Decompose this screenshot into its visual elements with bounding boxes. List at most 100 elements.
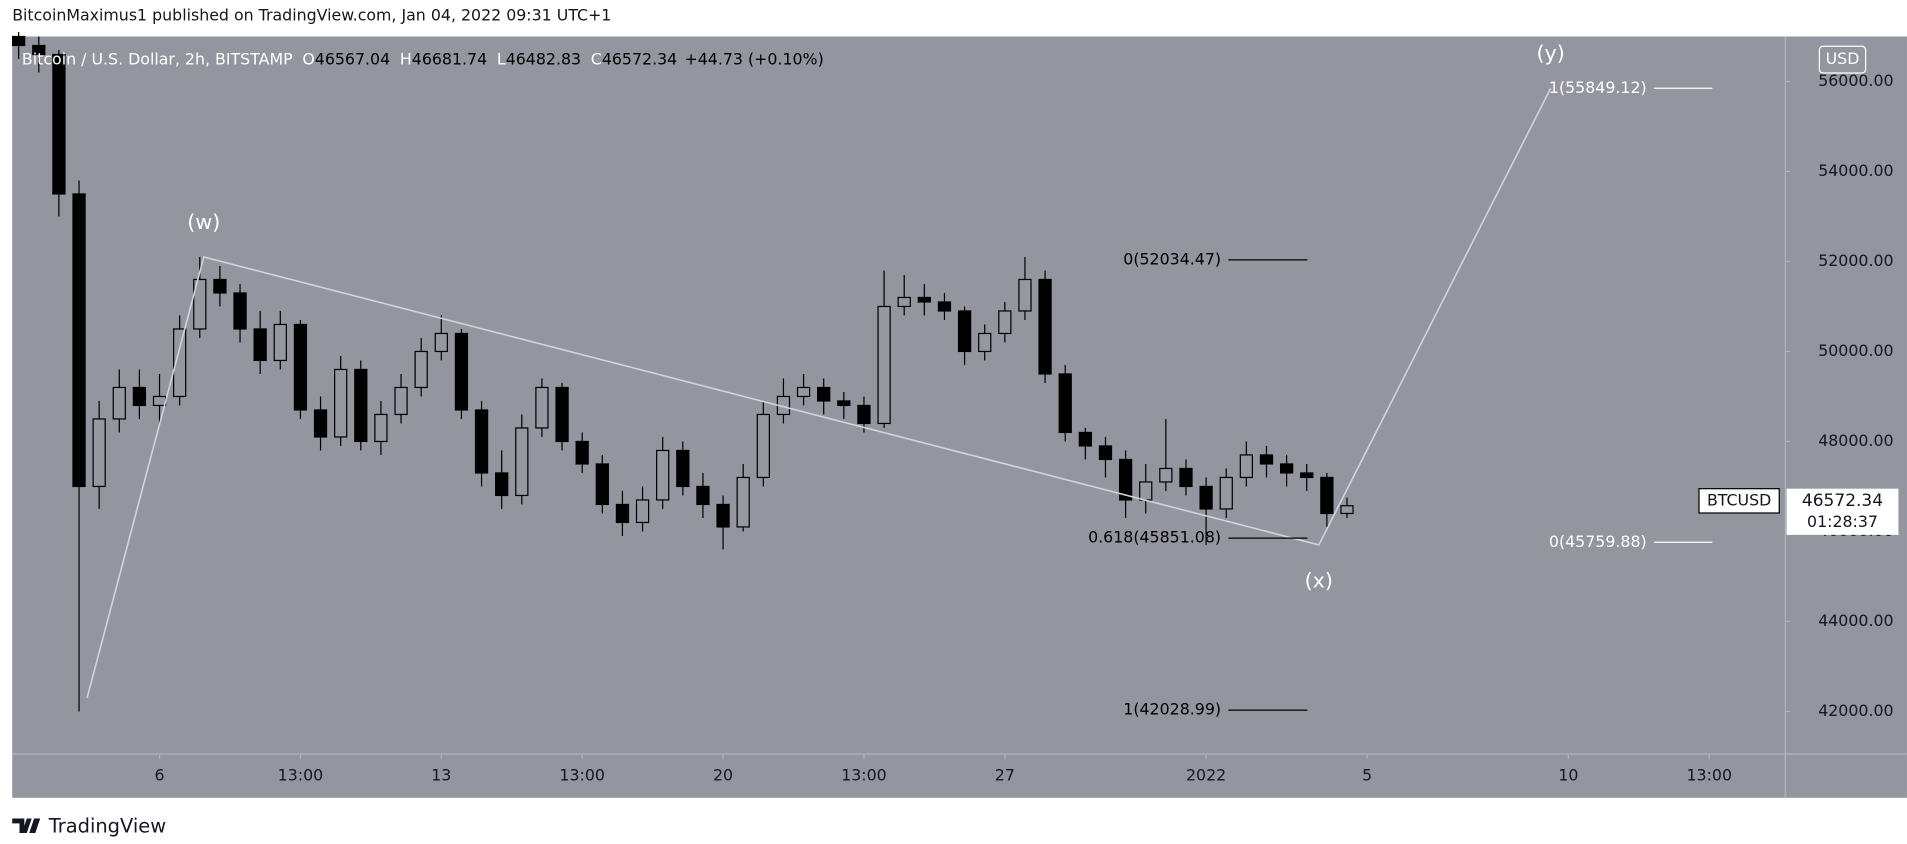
candle-body: [293, 323, 308, 411]
ohlc-value: 46681.74: [412, 49, 487, 68]
candle-body: [515, 427, 529, 497]
candle-body: [1279, 463, 1294, 474]
logo-icon: [12, 818, 41, 834]
candle-body: [374, 413, 388, 443]
candle-body: [414, 350, 428, 389]
x-tick-label: 5: [1362, 765, 1372, 784]
x-tick-label: 13:00: [841, 765, 887, 784]
candle-body: [1239, 454, 1254, 479]
candle-body: [394, 386, 408, 416]
candle-body: [173, 328, 187, 398]
candle-body: [1139, 481, 1153, 501]
candle-body: [1340, 505, 1354, 515]
x-tick-label: 13: [431, 765, 451, 784]
candle-body: [575, 440, 589, 465]
candle-body: [1199, 485, 1213, 510]
symbol-tag-label: BTCUSD: [1707, 490, 1771, 509]
candle-body: [857, 404, 871, 425]
candle-body: [676, 449, 690, 488]
y-tick-label: 52000.00: [1818, 251, 1893, 270]
x-tick-label: 10: [1558, 765, 1578, 784]
candle-body: [1078, 431, 1092, 447]
candle-body: [736, 476, 750, 528]
x-tick-label: 27: [995, 765, 1015, 784]
ohlc-value: 46482.83: [506, 49, 581, 68]
candle-body: [495, 472, 509, 497]
candle-body: [998, 310, 1012, 335]
candle-body: [253, 328, 267, 362]
publish-header: BitcoinMaximus1 published on TradingView…: [12, 5, 611, 24]
currency-box: [1818, 45, 1867, 74]
candle-body: [877, 305, 891, 425]
candle-body: [313, 409, 328, 438]
candle-body: [132, 386, 147, 407]
candle-body: [334, 368, 348, 438]
candle-body: [1038, 278, 1052, 375]
y-tick-label: 54000.00: [1818, 161, 1893, 180]
candle-body: [1098, 445, 1113, 461]
countdown-label: 01:28:37: [1807, 512, 1878, 531]
candle-body: [897, 296, 911, 308]
candle-body: [1159, 467, 1173, 483]
x-tick-label: 13:00: [278, 765, 324, 784]
y-tick-label: 42000.00: [1818, 701, 1893, 720]
x-tick-label: 20: [713, 765, 733, 784]
last-price-box: [1786, 488, 1899, 535]
plot-area: (w) (x) (y) 0(52034.47) 0.618(45851.08) 1(420…: [12, 31, 1713, 719]
candle-body: [937, 301, 952, 312]
symbol-tag: [1698, 488, 1780, 514]
candle-body: [1300, 472, 1314, 479]
candle-body: [1018, 278, 1032, 312]
wave-label: (x): [1305, 568, 1333, 592]
candle-body: [957, 310, 972, 353]
footer-brand: TradingView: [48, 814, 167, 837]
candle-body: [32, 44, 46, 56]
candle-body: [615, 503, 630, 524]
candle-body: [535, 386, 549, 429]
candle-body: [696, 485, 710, 506]
ohlc-value: 46572.34: [602, 49, 677, 68]
ohlc-key: L: [497, 49, 506, 68]
x-tick-label: 6: [155, 765, 165, 784]
candle-body: [434, 332, 448, 353]
tradingview-logo: [12, 818, 41, 834]
x-tick-label: 13:00: [559, 765, 605, 784]
candle-body: [595, 463, 609, 506]
fib-label: 0(52034.47): [1123, 249, 1221, 268]
candle-body: [635, 499, 650, 524]
candle-body: [1320, 476, 1334, 515]
fib-label: 1(55849.12): [1549, 78, 1647, 97]
candle-body: [112, 386, 126, 420]
ohlc-key: O: [302, 49, 314, 68]
candle-body: [917, 296, 931, 303]
candle-body: [1058, 373, 1072, 434]
symbol-legend: Bitcoin / U.S. Dollar, 2h, BITSTAMP O4656…: [22, 49, 824, 68]
candle-body: [837, 400, 851, 407]
fib-label: 0.618(45851.08): [1088, 528, 1221, 547]
ohlc-key: H: [400, 49, 412, 68]
candle-body: [817, 386, 831, 402]
y-tick-label: 48000.00: [1818, 431, 1893, 450]
price-change: +44.73 (+0.10%): [685, 49, 824, 68]
wave-label: (w): [187, 210, 220, 234]
fib-label: 0(45759.88): [1549, 532, 1647, 551]
ohlc-value: 46567.04: [315, 49, 390, 68]
candle-body: [152, 395, 167, 407]
candle-body: [213, 278, 227, 294]
candle-body: [1118, 458, 1133, 501]
currency-label: USD: [1826, 49, 1860, 68]
candle-body: [1259, 454, 1274, 465]
candle-body: [354, 368, 368, 443]
wave-line: [86, 87, 1552, 699]
candle-body: [92, 418, 106, 488]
candle-body: [716, 503, 730, 528]
chart-background: [12, 36, 1907, 798]
candle-body: [656, 449, 670, 501]
candle-body: [72, 193, 86, 488]
candle-body: [233, 292, 247, 330]
x-tick-label: 2022: [1186, 765, 1226, 784]
wave-label: (y): [1536, 41, 1564, 65]
last-price-label: 46572.34: [1802, 491, 1883, 511]
candle-body: [193, 278, 207, 330]
